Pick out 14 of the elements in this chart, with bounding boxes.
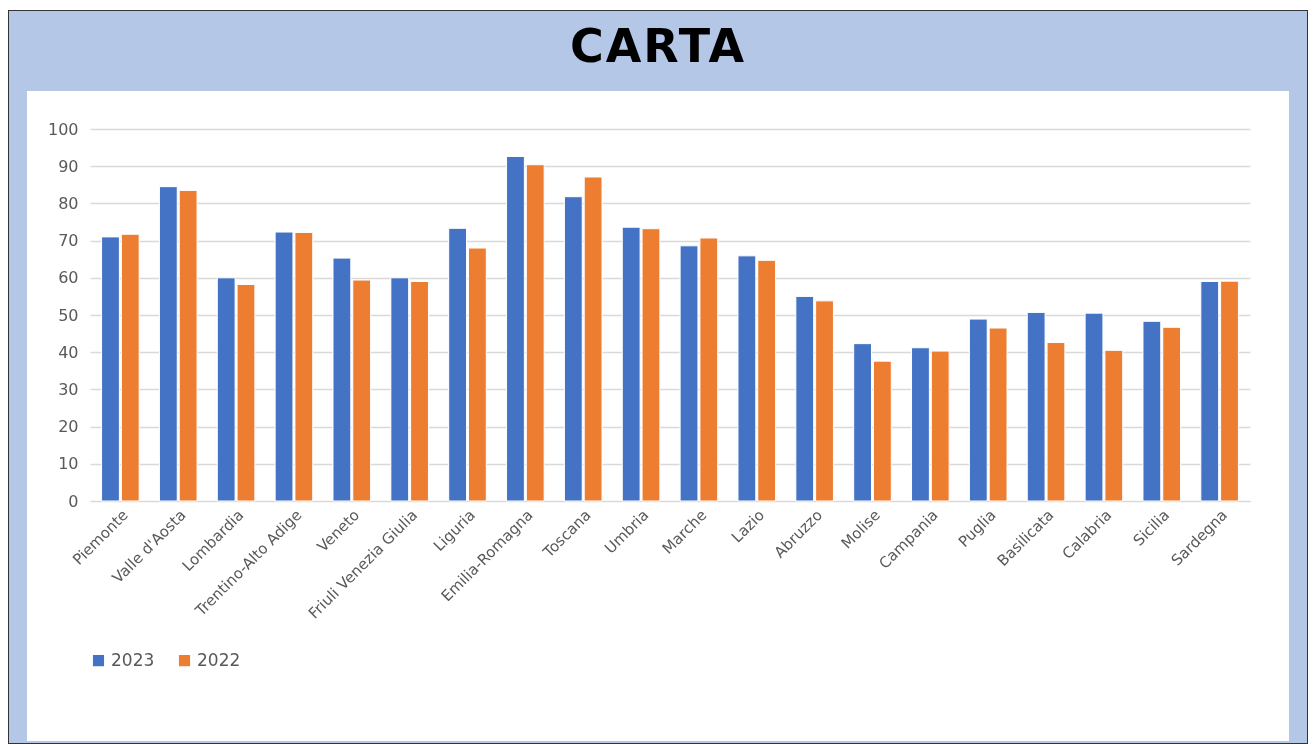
y-tick-label: 30	[58, 379, 79, 399]
y-tick-label: 0	[68, 491, 79, 511]
y-tick-label: 80	[58, 193, 79, 213]
y-tick-label: 40	[58, 342, 79, 362]
chart-title: CARTA	[568, 18, 748, 75]
y-tick-label: 10	[58, 454, 79, 474]
y-tick-label: 60	[58, 268, 79, 288]
legend-label: 2022	[197, 649, 241, 670]
y-tick-label: 90	[58, 156, 79, 176]
y-tick-label: 50	[58, 305, 79, 325]
legend-label: 2023	[111, 649, 155, 670]
y-tick-label: 100	[47, 119, 79, 139]
y-tick-label: 70	[58, 231, 79, 251]
y-tick-label: 20	[58, 417, 79, 437]
